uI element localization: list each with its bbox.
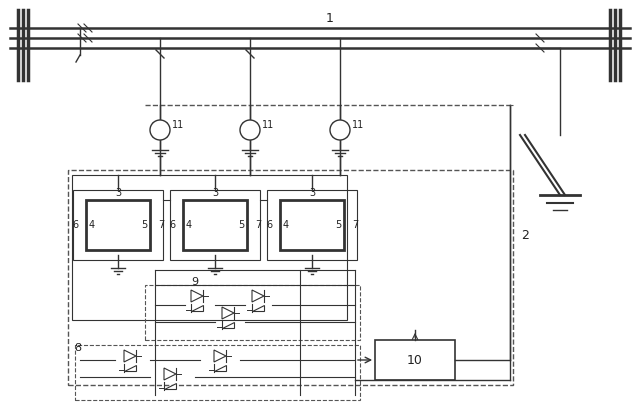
Circle shape <box>330 120 350 140</box>
Text: 11: 11 <box>172 120 184 130</box>
Bar <box>75 345 360 400</box>
Text: 11: 11 <box>262 120 274 130</box>
Text: 6: 6 <box>169 220 175 230</box>
Text: 5: 5 <box>141 220 147 230</box>
Circle shape <box>240 120 260 140</box>
Text: 9: 9 <box>191 277 198 287</box>
Bar <box>170 190 260 260</box>
Text: 4: 4 <box>283 220 289 230</box>
Text: 7: 7 <box>352 220 358 230</box>
Polygon shape <box>222 322 234 328</box>
Text: 3: 3 <box>212 188 218 198</box>
Bar <box>145 285 360 340</box>
Polygon shape <box>124 350 136 362</box>
Polygon shape <box>252 305 264 311</box>
Polygon shape <box>252 290 264 302</box>
Text: 2: 2 <box>521 229 529 242</box>
Bar <box>73 190 163 260</box>
Text: 10: 10 <box>407 353 423 367</box>
Text: 6: 6 <box>72 220 78 230</box>
Text: 6: 6 <box>266 220 272 230</box>
Text: 7: 7 <box>255 220 261 230</box>
Text: 5: 5 <box>335 220 341 230</box>
Bar <box>267 190 357 260</box>
Bar <box>72 175 347 320</box>
Polygon shape <box>222 307 234 319</box>
Polygon shape <box>164 383 176 389</box>
Bar <box>280 200 344 250</box>
Text: 8: 8 <box>74 343 81 353</box>
Circle shape <box>150 120 170 140</box>
Polygon shape <box>191 305 203 311</box>
Polygon shape <box>124 365 136 371</box>
Text: 7: 7 <box>158 220 164 230</box>
Text: 3: 3 <box>115 188 121 198</box>
Bar <box>86 200 150 250</box>
Polygon shape <box>191 290 203 302</box>
Bar <box>183 200 247 250</box>
Polygon shape <box>214 365 226 371</box>
Text: 11: 11 <box>352 120 364 130</box>
Text: 1: 1 <box>326 12 334 25</box>
Text: 4: 4 <box>89 220 95 230</box>
Polygon shape <box>214 350 226 362</box>
Bar <box>68 170 513 385</box>
Text: 5: 5 <box>238 220 244 230</box>
Text: 4: 4 <box>186 220 192 230</box>
Polygon shape <box>164 368 176 380</box>
Bar <box>375 340 455 380</box>
Text: 3: 3 <box>309 188 315 198</box>
